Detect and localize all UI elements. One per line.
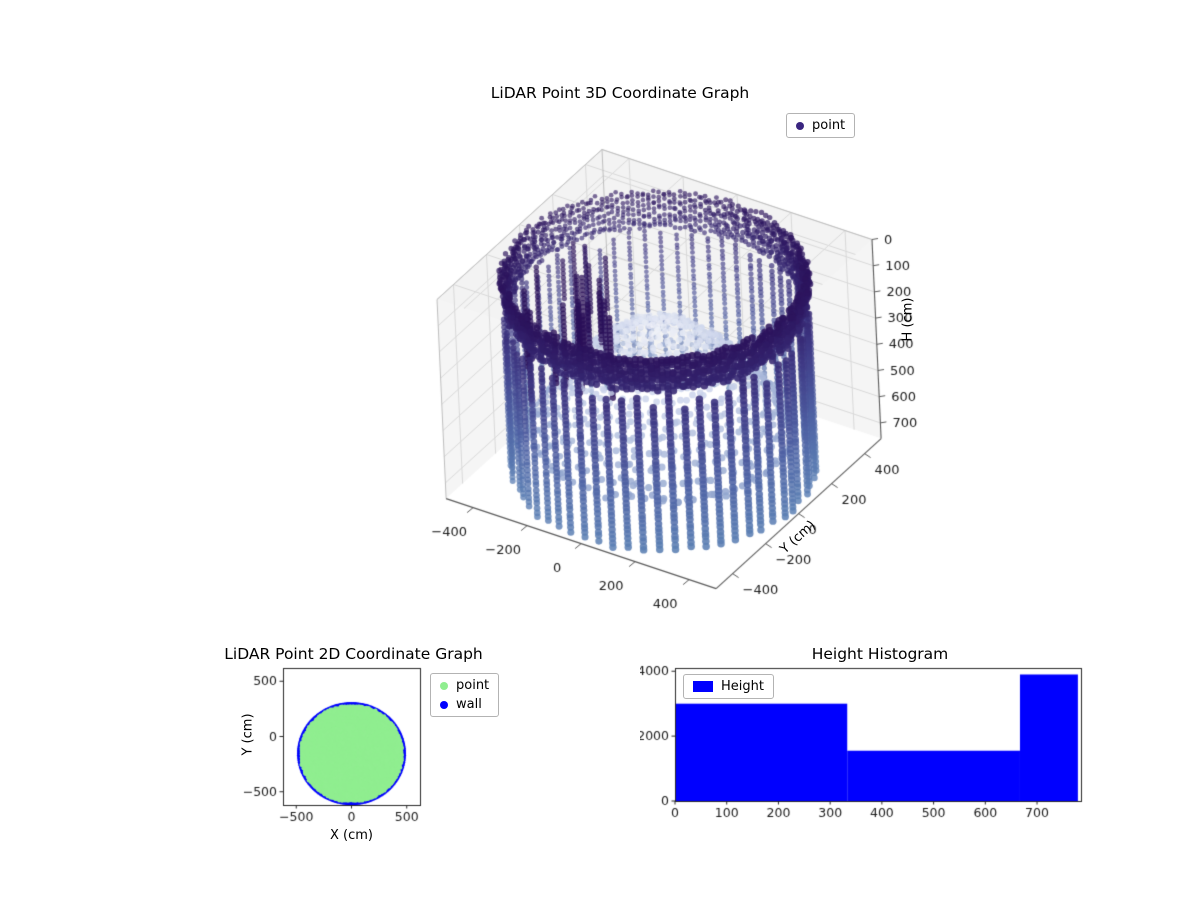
axis-label-x-2d: X (cm): [330, 828, 373, 843]
axis-label-y-2d: Y (cm): [240, 713, 256, 756]
legend-row-wall: wall: [440, 697, 489, 712]
height-patch-icon: [693, 681, 713, 692]
wall-marker-icon: [440, 700, 448, 709]
legend-height-label: Height: [721, 679, 764, 694]
legend-row-height: Height: [693, 679, 764, 694]
histogram-title: Height Histogram: [811, 645, 949, 663]
legend-row-point: point: [796, 118, 845, 133]
chart-3d-canvas: [320, 140, 920, 640]
legend-row-point: point: [440, 678, 489, 693]
point-marker-icon: [796, 121, 804, 130]
chart-2d-legend: point wall: [430, 673, 500, 717]
legend-point-label: point: [456, 678, 490, 693]
axis-label-h-3d: H (cm): [900, 297, 916, 342]
legend-wall-label: wall: [456, 697, 482, 712]
chart-2d-title: LiDAR Point 2D Coordinate Graph: [224, 645, 483, 663]
chart-3d-legend: point: [786, 113, 856, 138]
legend-point-label: point: [812, 118, 846, 133]
chart-2d-canvas: [240, 660, 440, 830]
chart-3d-title: LiDAR Point 3D Coordinate Graph: [490, 84, 750, 102]
histogram-legend: Height: [683, 674, 774, 699]
point-marker-icon: [440, 681, 448, 690]
